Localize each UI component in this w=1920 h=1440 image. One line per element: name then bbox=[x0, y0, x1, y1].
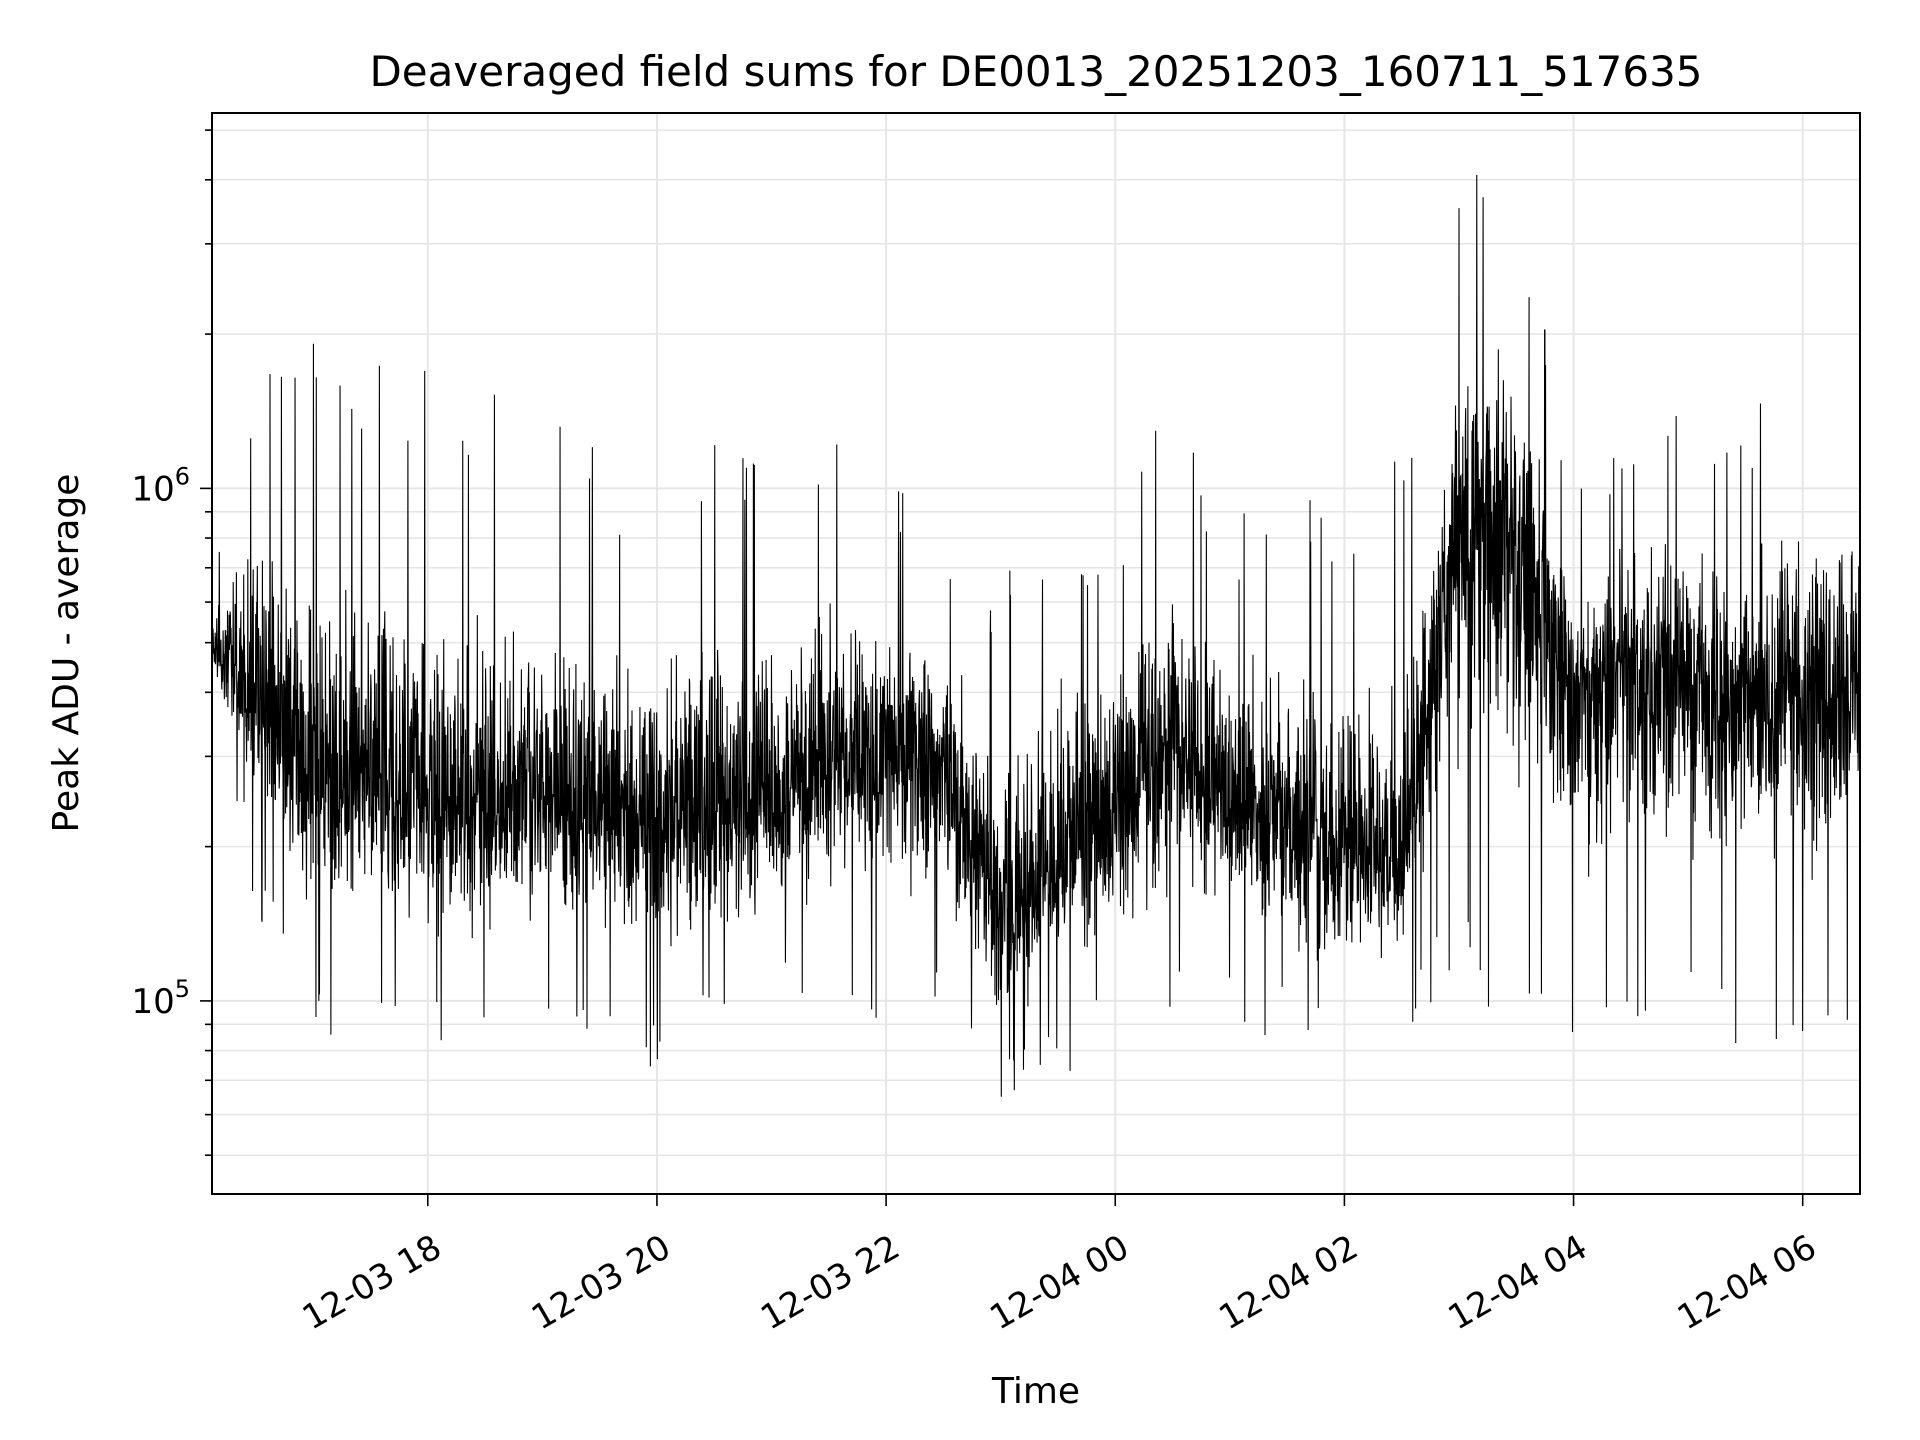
y-tick-exponent: 5 bbox=[175, 975, 190, 1003]
x-axis-label: Time bbox=[991, 1371, 1080, 1412]
y-tick-base: 10 bbox=[131, 469, 174, 509]
y-tick-label: 106 bbox=[131, 462, 190, 509]
y-axis-label: Peak ADU - average bbox=[46, 474, 87, 833]
chart-title: Deaveraged field sums for DE0013_2025120… bbox=[369, 47, 1702, 96]
series-path bbox=[212, 174, 1860, 1097]
y-tick-base: 10 bbox=[131, 982, 174, 1022]
series-line bbox=[212, 174, 1860, 1097]
plot-frame bbox=[211, 112, 1861, 1195]
y-tick-exponent: 6 bbox=[175, 462, 190, 490]
y-tick-label: 105 bbox=[131, 975, 190, 1022]
